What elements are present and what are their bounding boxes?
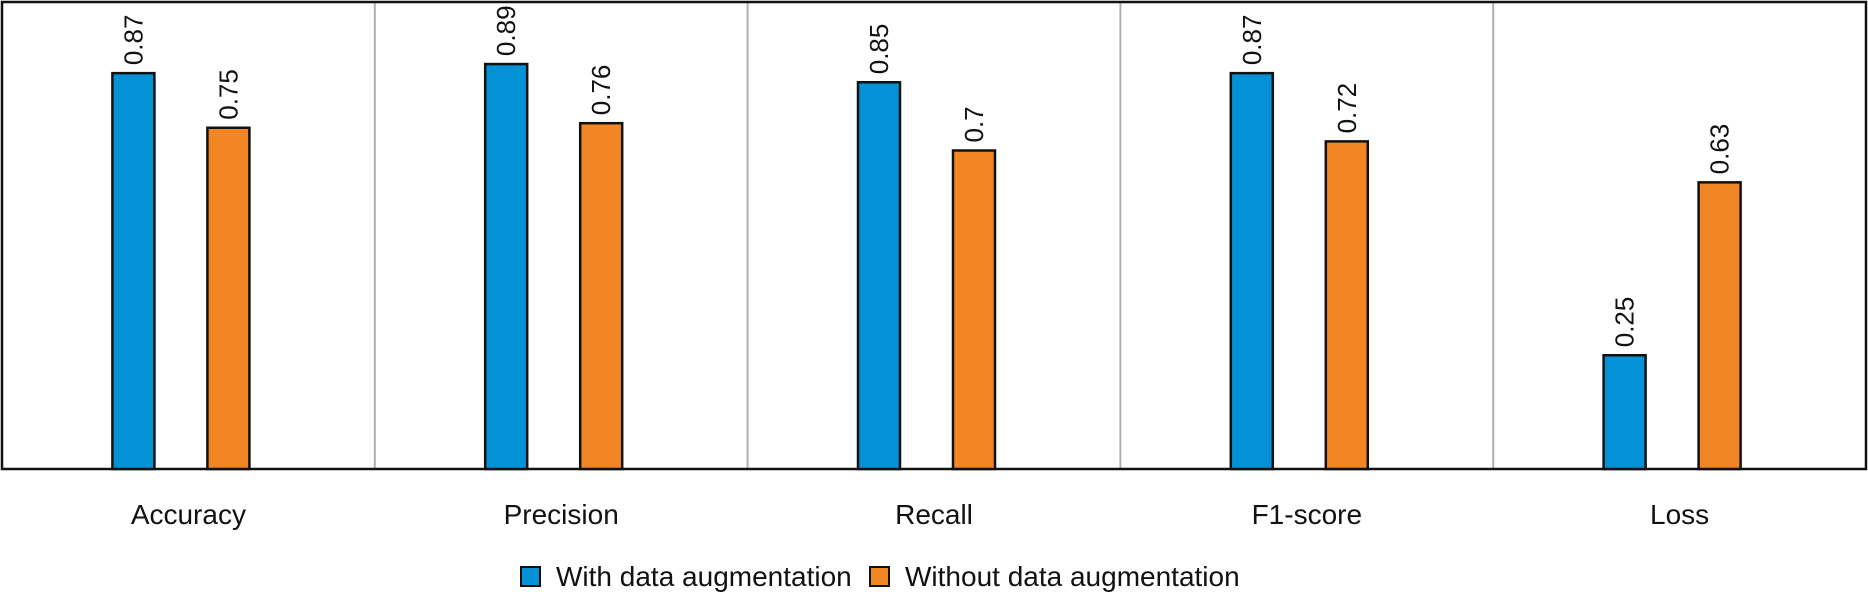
data-label: 0.87 <box>118 15 148 66</box>
bar <box>1602 354 1647 471</box>
bar <box>951 149 997 471</box>
legend-label: Without data augmentation <box>905 561 1240 592</box>
bars-group <box>111 62 1742 471</box>
bar <box>578 121 624 471</box>
category-label: Loss <box>1650 499 1709 530</box>
data-label: 0.75 <box>213 69 243 120</box>
category-separators <box>373 2 1495 469</box>
category-label: F1-score <box>1252 499 1362 530</box>
legend-swatch <box>520 566 541 587</box>
category-label: Accuracy <box>131 499 246 530</box>
bar <box>206 126 251 471</box>
data-label: 0.63 <box>1705 124 1735 175</box>
legend-label: With data augmentation <box>556 561 852 592</box>
data-label: 0.87 <box>1237 15 1267 66</box>
bar <box>1229 71 1275 471</box>
bar <box>1324 140 1370 471</box>
category-labels-group: Accuracy Precision Recall F1-score Loss <box>131 499 1709 530</box>
plot-frame <box>0 0 1868 471</box>
data-label: 0.25 <box>1610 297 1640 348</box>
legend-swatch <box>869 566 890 587</box>
legend: With data augmentation Without data augme… <box>520 561 1240 592</box>
category-label: Precision <box>504 499 619 530</box>
category-label: Recall <box>895 499 973 530</box>
data-label: 0.85 <box>864 24 894 75</box>
data-label: 0.7 <box>959 106 989 142</box>
bar <box>856 81 902 471</box>
data-label: 0.76 <box>586 65 616 116</box>
data-label: 0.72 <box>1332 83 1362 134</box>
bar <box>111 71 156 471</box>
bar <box>1697 181 1742 471</box>
data-label: 0.89 <box>491 5 521 56</box>
bar <box>483 62 529 471</box>
value-labels-group: 0.87 0.75 0.89 0.76 0.85 0.7 0.87 0.72 0.25 0.63 <box>118 5 1734 347</box>
